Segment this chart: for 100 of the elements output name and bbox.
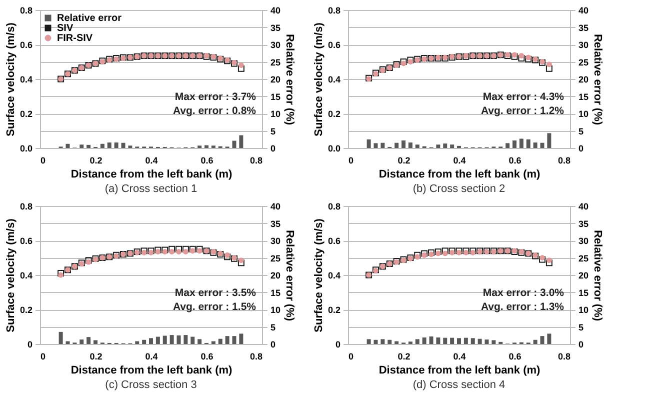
point [442, 250, 448, 256]
y2-axis-title: Relative error (%) [592, 230, 604, 322]
y2-tick-label: 35 [270, 218, 281, 229]
text: (a) Cross section 1 [104, 183, 198, 195]
y2-tick-label: 30 [578, 236, 589, 246]
point [176, 248, 182, 254]
y-tick-label: 0.0 [20, 144, 32, 154]
y2-tick-label: 35 [578, 22, 589, 33]
point [428, 249, 434, 256]
point [196, 246, 203, 252]
bar [408, 142, 412, 148]
point [238, 65, 244, 72]
y2-tick-label: 5 [270, 322, 276, 332]
y2-tick-label: 25 [578, 253, 589, 264]
text: (c) Cross section 3 [105, 379, 197, 391]
y2-tick-label: 35 [578, 218, 589, 229]
bar [450, 144, 454, 148]
x-axis-title: Distance from the left bank (m) [70, 364, 233, 376]
legend-label: Relative error [57, 13, 122, 24]
bar [374, 143, 378, 148]
point [182, 248, 188, 254]
point [189, 246, 196, 252]
x-tick-label: 0.4 [145, 156, 158, 166]
y2-axis-title: Relative error (%) [592, 34, 604, 126]
y2-axis-title: Relative error (%) [284, 230, 296, 322]
bar [66, 144, 70, 148]
y2-tick-label: 40 [578, 202, 589, 212]
x-tick-label: 0.4 [145, 352, 158, 362]
point [224, 252, 230, 258]
y-tick-label: 0.8 [20, 6, 32, 16]
y-tick-label: 0 [27, 340, 32, 350]
y-tick-label: 0.6 [328, 236, 340, 246]
bar [492, 340, 496, 344]
bar [225, 336, 230, 344]
point [434, 248, 442, 255]
y-tick-label: 0.6 [20, 40, 32, 50]
y2-tick-label: 40 [270, 6, 281, 16]
y2-tick-label: 10 [270, 305, 281, 315]
y-axis-title: Surface velocity (m/s) [4, 22, 17, 136]
x-tick-label: 0 [40, 156, 46, 166]
y-tick-label: 0.6 [328, 40, 340, 50]
y-tick-label: 0.6 [20, 236, 32, 246]
bar [80, 144, 84, 148]
y2-tick-label: 20 [270, 270, 281, 280]
y-tick-label: 0.2 [20, 109, 32, 119]
bar [478, 338, 482, 344]
y2-tick-label: 0 [270, 144, 276, 154]
bar [540, 142, 544, 148]
x-tick-label: 0.6 [200, 352, 214, 362]
y2-tick-label: 5 [270, 126, 276, 136]
x-tick-label: 0.8 [250, 156, 262, 166]
point [238, 62, 244, 68]
bar [470, 338, 475, 344]
y2-tick-label: 20 [270, 74, 281, 84]
y2-tick-label: 30 [270, 236, 281, 246]
annotation: Max error : 3.5% [174, 286, 257, 299]
point [518, 55, 525, 62]
point [238, 260, 244, 266]
bar [506, 143, 510, 148]
y2-tick-label: 20 [578, 270, 589, 280]
point [428, 252, 434, 258]
x-tick-label: 0.2 [398, 352, 410, 362]
y2-tick-label: 25 [270, 253, 281, 264]
x-tick-label: 0.8 [558, 156, 570, 166]
bar [58, 332, 63, 344]
point [539, 256, 546, 263]
point [546, 65, 552, 72]
point [540, 255, 545, 260]
bar [443, 144, 448, 148]
bar [388, 340, 392, 344]
y-tick-label: 0.4 [20, 270, 32, 280]
bar [198, 339, 202, 344]
point [190, 248, 196, 254]
y2-tick-label: 40 [578, 6, 589, 16]
bar [100, 144, 104, 148]
annotation: Avg. error : 1.5% [172, 300, 257, 313]
bar [519, 138, 524, 148]
bar [94, 340, 98, 344]
point [196, 248, 202, 254]
annotation: Max error : 3.0% [482, 286, 565, 299]
bar [176, 335, 181, 344]
bar [86, 337, 91, 344]
bar [422, 337, 426, 344]
point [546, 258, 552, 264]
y-tick-label: 0.4 [328, 74, 340, 84]
y2-tick-label: 15 [578, 92, 589, 102]
point [546, 62, 552, 68]
point [176, 246, 182, 252]
y2-tick-label: 10 [578, 109, 589, 119]
y2-tick-label: 10 [270, 109, 281, 119]
point [435, 250, 441, 256]
point [182, 246, 189, 252]
bar [450, 338, 454, 344]
bar [394, 341, 399, 344]
point [169, 248, 175, 254]
bar [547, 334, 552, 344]
y-tick-label: 0.2 [20, 305, 32, 315]
x-tick-label: 0.2 [90, 156, 102, 166]
x-tick-label: 0.2 [398, 156, 410, 166]
y-axis-title: Surface velocity (m/s) [4, 218, 17, 332]
